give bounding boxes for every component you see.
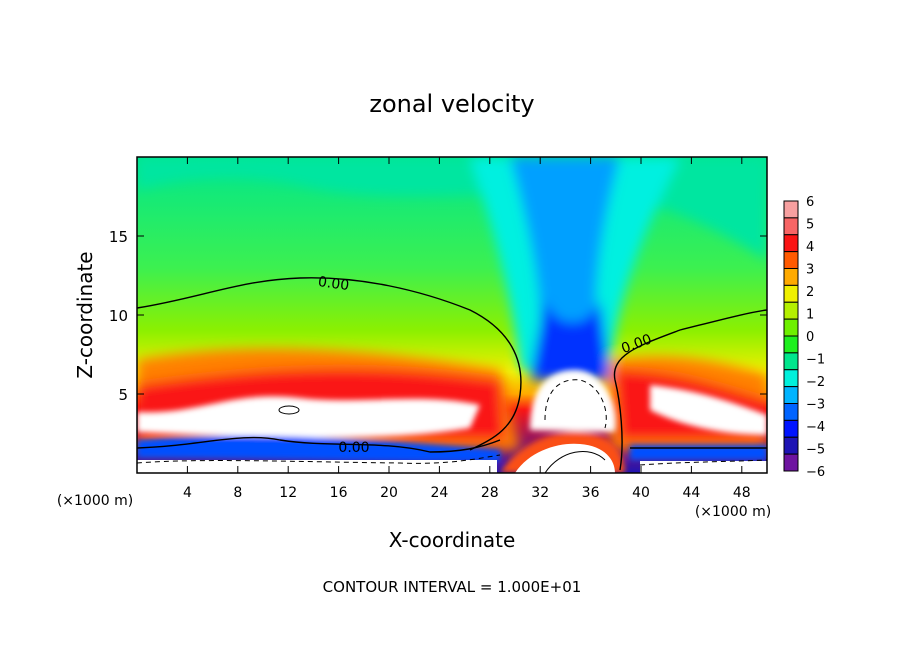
x-tick-label: 4 xyxy=(183,485,192,501)
x-unit-label-left: (×1000 m) xyxy=(57,493,133,509)
x-tick-label: 16 xyxy=(330,485,348,501)
white-dome xyxy=(530,370,616,432)
colorbar-label: −3 xyxy=(806,398,825,413)
x-axis: 4 8 12 16 20 24 28 32 36 40 44 48 xyxy=(183,157,751,501)
blue-low-band xyxy=(137,435,500,462)
colorbar-label: −2 xyxy=(806,375,825,390)
colorbar-swatch xyxy=(783,268,799,286)
colorbar-swatch xyxy=(783,251,799,269)
colorbar-swatch xyxy=(783,234,799,253)
y-tick-label: 5 xyxy=(118,386,128,404)
y-tick-label: 10 xyxy=(109,307,128,325)
x-tick-label: 44 xyxy=(682,485,700,501)
blue-low-band-right xyxy=(630,445,767,460)
colorbar-swatch xyxy=(783,301,799,320)
x-axis-label: X-coordinate xyxy=(389,528,516,552)
colorbar-swatch xyxy=(783,335,799,354)
chart-title: zonal velocity xyxy=(369,90,534,118)
x-tick-label: 48 xyxy=(733,485,751,501)
x-tick-label: 20 xyxy=(380,485,398,501)
white-region-left xyxy=(137,396,480,438)
colorbar-label: −6 xyxy=(806,465,825,480)
colorbar-label: 5 xyxy=(806,218,814,233)
x-tick-label: 32 xyxy=(531,485,549,501)
colorbar-swatch xyxy=(783,284,799,303)
colorbar-label: −5 xyxy=(806,443,825,458)
white-region-right xyxy=(650,385,767,435)
colorbar-swatch xyxy=(783,436,799,455)
colorbar-label: 0 xyxy=(806,330,814,345)
contour-label-1: 0.00 xyxy=(317,274,350,294)
contour-label-3: 0.00 xyxy=(338,440,369,456)
colorbar: 6 5 4 3 2 1 0 −1 −2 −3 −4 −5 −6 xyxy=(783,195,825,480)
zero-contour-lower xyxy=(137,436,501,453)
colorbar-label: 1 xyxy=(806,308,814,323)
y-axis-label: Z-coordinate xyxy=(73,251,97,378)
x-tick-label: 40 xyxy=(632,485,650,501)
colorbar-swatch xyxy=(783,200,799,219)
y-tick-label: 15 xyxy=(109,228,128,246)
colorbar-swatch xyxy=(783,419,799,438)
white-bottom-left xyxy=(137,460,497,473)
colorbar-label: 4 xyxy=(806,240,814,255)
x-tick-label: 36 xyxy=(582,485,600,501)
contour-interval-footer: CONTOUR INTERVAL = 1.000E+01 xyxy=(323,578,582,596)
dashed-contour-left xyxy=(137,454,501,464)
colorbar-swatch xyxy=(783,352,799,371)
colorbar-swatch xyxy=(783,369,799,388)
x-tick-label: 24 xyxy=(430,485,448,501)
colorbar-swatch xyxy=(783,318,799,337)
colorbar-label: 2 xyxy=(806,285,814,300)
white-bottom-right xyxy=(640,461,767,473)
positive-contour-arch xyxy=(544,451,606,473)
y-axis: 5 10 15 xyxy=(109,228,767,404)
colorbar-swatch xyxy=(783,217,799,236)
colorbar-label: 3 xyxy=(806,263,814,278)
white-bottom-center xyxy=(515,443,615,473)
colorbar-swatch xyxy=(783,386,799,404)
x-tick-label: 8 xyxy=(233,485,242,501)
x-tick-label: 28 xyxy=(481,485,499,501)
zero-contour-upper xyxy=(137,277,522,451)
colorbar-label: −1 xyxy=(806,353,825,368)
colorbar-swatch xyxy=(783,403,799,421)
dashed-contour-right xyxy=(639,459,767,466)
x-tick-label: 12 xyxy=(279,485,297,501)
colorbar-label: 6 xyxy=(806,195,814,210)
zero-contour-right xyxy=(613,309,767,471)
field-area: 0.00 0.00 0.00 xyxy=(137,157,767,473)
blue-plume xyxy=(510,157,620,360)
deep-blue-core xyxy=(530,300,610,380)
dashed-dome-contour xyxy=(544,379,607,429)
x-unit-label-right: (×1000 m) xyxy=(695,504,771,520)
contours xyxy=(137,277,767,473)
small-closed-contour xyxy=(278,405,300,415)
colorbar-swatch xyxy=(783,453,799,472)
colorbar-label: −4 xyxy=(806,420,825,435)
